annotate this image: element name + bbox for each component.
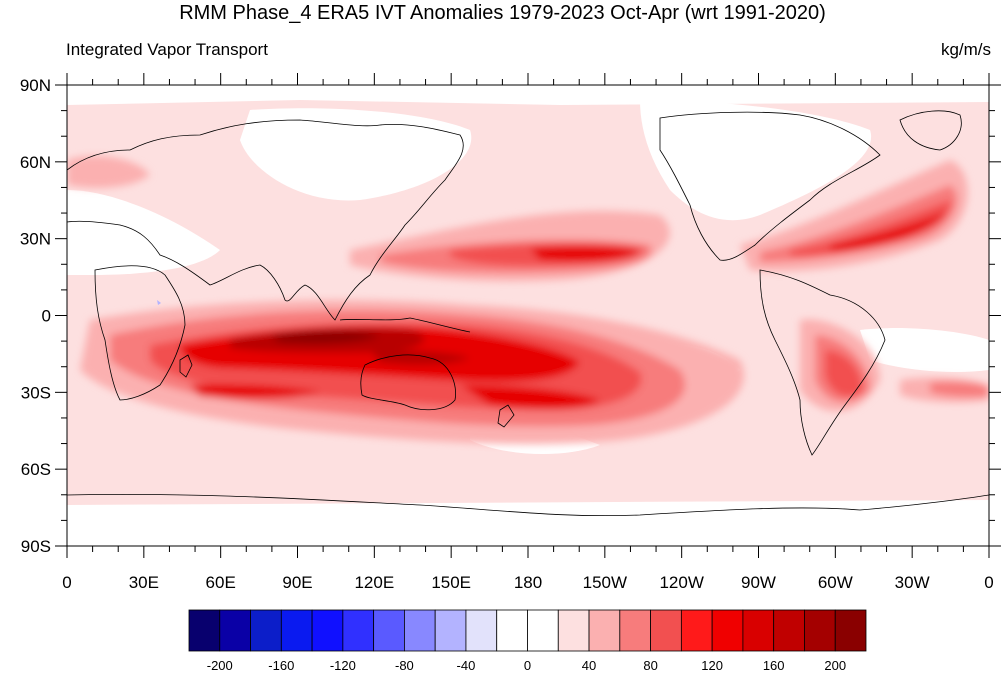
colorbar-box [773,609,805,652]
colorbar-box [619,609,651,652]
negative-anomaly-speck [157,300,161,305]
axis-ticks [55,73,1001,558]
coastlines [67,110,989,517]
colorbar-label: 160 [763,658,785,673]
white-africa-north [67,190,220,275]
colorbar-box [188,609,221,652]
colorbar-box [250,609,282,652]
white-asia [240,108,472,201]
colorbar-box [404,609,436,652]
eurasia-coast [67,119,464,321]
lon-label: 90W [741,573,776,592]
colorbar-box [342,609,375,652]
colorbar-box [434,609,467,652]
colorbar-box [804,609,836,652]
lon-label: 60E [206,573,236,592]
lat-label: 60N [20,153,51,172]
lon-label: 60W [818,573,853,592]
indian-ocean-peak [270,331,380,344]
lat-label: 30N [20,230,51,249]
south-america-coast [759,269,886,456]
left-subtitle: Integrated Vapor Transport [66,40,268,59]
colorbar-box [588,609,621,652]
colorbar-box [557,609,590,652]
lon-label: 180 [514,573,542,592]
atlantic-jet-l3 [760,185,957,262]
south-atlantic-l3 [930,381,989,397]
tasman-l5 [460,385,600,410]
new-zealand-coast [497,404,515,428]
longitude-labels: 0 30E 60E 90E 120E 150E 180 150W 120W 90W 60W 30W 0 [62,573,993,592]
colorbar-label: 0 [524,658,531,673]
low-anomaly-areas [67,100,989,546]
lat-label: 90S [21,537,51,556]
south-indian-l5 [190,384,320,399]
africa-coast [94,265,186,401]
colorbar-box [834,609,867,652]
lat-label: 60S [21,460,51,479]
lon-label: 120E [354,573,394,592]
colorbar [188,609,867,652]
lat-label: 90N [20,76,51,95]
colorbar-box [280,609,313,652]
anomaly-field [67,85,989,546]
latitude-labels: 90N 60N 30N 0 30S 60S 90S [20,76,51,556]
colorbar-box [311,609,344,652]
colorbar-box [219,609,251,652]
colorbar-label: 120 [701,658,723,673]
lon-label: 150W [583,573,627,592]
chart-title: RMM Phase_4 ERA5 IVT Anomalies 1979-2023… [179,2,826,24]
maritime-l6 [370,350,470,365]
colorbar-box [742,609,775,652]
south-america-l4 [825,350,863,397]
white-south-atlantic [860,328,989,372]
madagascar-coast [179,354,193,378]
anomaly-contours [67,155,989,445]
europe-l2 [67,155,150,188]
colorbar-box [527,609,559,652]
colorbar-label: -40 [457,658,476,673]
colorbar-label: -200 [207,658,233,673]
north-america-coast [659,111,881,261]
lon-label: 0 [984,573,993,592]
colorbar-box [680,609,713,652]
lon-label: 120W [659,573,703,592]
lon-label: 0 [62,573,71,592]
colorbar-box [465,609,498,652]
colorbar-label: -80 [395,658,414,673]
atlantic-jet-l4 [790,200,951,257]
lon-label: 150E [431,573,471,592]
colorbar-box [650,609,682,652]
lat-label: 30S [21,383,51,402]
colorbar-box [373,609,405,652]
white-north-america [640,100,872,221]
maritime-continent-coast [339,317,471,333]
lat-label: 0 [42,307,51,326]
colorbar-box [711,609,744,652]
colorbar-label: 40 [582,658,596,673]
pacific-jet-l5 [530,246,640,262]
colorbar-label: -160 [268,658,294,673]
colorbar-label: 80 [643,658,657,673]
greenland-coast [899,110,962,151]
lon-label: 30E [129,573,159,592]
colorbar-box [496,609,528,652]
antarctica-coast [67,493,989,517]
white-antarctica [67,505,989,546]
atlantic-jet-l5 [830,212,945,251]
anomaly-level-7 [270,331,380,344]
australia-coast [360,354,457,411]
colorbar-labels: -200 -160 -120 -80 -40 0 40 80 120 160 200 [207,658,846,673]
lon-label: 30W [895,573,930,592]
lon-label: 90E [282,573,312,592]
colorbar-label: 200 [824,658,846,673]
colorbar-label: -120 [330,658,356,673]
units-label: kg/m/s [940,40,991,59]
